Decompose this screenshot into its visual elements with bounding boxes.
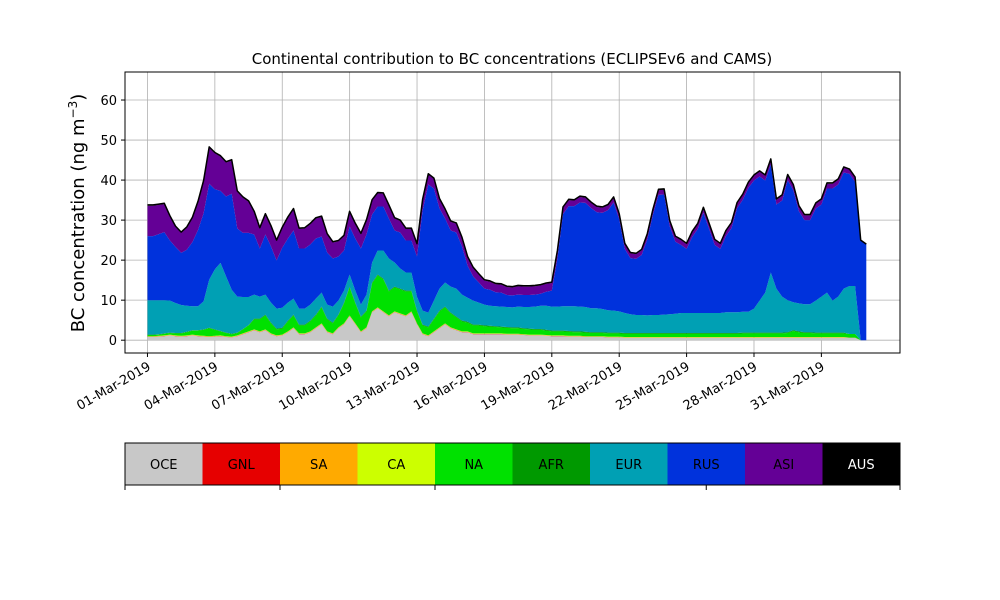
x-tick-label: 04-Mar-2019 [142, 359, 221, 413]
y-tick-label: 60 [100, 94, 117, 109]
x-tick-label: 22-Mar-2019 [546, 359, 625, 413]
y-tick-label: 50 [100, 134, 117, 149]
y-axis: 0 10 20 30 40 50 60 [100, 94, 125, 349]
colorbar-swatch-gnl [202, 443, 281, 485]
colorbar-swatch-asi [745, 443, 823, 485]
colorbar-swatch-sa [280, 443, 358, 485]
colorbar-label-eur: EUR [615, 458, 642, 473]
y-axis-label-base: BC concentration (ng m [68, 118, 89, 332]
y-axis-label: BC concentration (ng m−3) [66, 94, 89, 333]
colorbar-label-afr: AFR [539, 458, 564, 473]
x-tick-label: 31-Mar-2019 [748, 359, 827, 413]
y-axis-label-exponent: −3 [66, 101, 80, 119]
colorbar-label-sa: SA [310, 458, 327, 473]
area-series-gnl [147, 308, 867, 341]
colorbar-swatch-oce [125, 443, 203, 485]
x-tick-label: 19-Mar-2019 [479, 359, 558, 413]
plot-frame [124, 71, 901, 354]
x-tick-label: 10-Mar-2019 [276, 359, 355, 413]
colorbar-swatch-ca [357, 443, 436, 485]
colorbar-swatch-afr [512, 443, 591, 485]
area-series-afr [147, 274, 867, 341]
area-series-na [147, 275, 867, 341]
x-tick-label: 25-Mar-2019 [613, 359, 692, 413]
colorbar-label-na: NA [464, 458, 483, 473]
x-tick-label: 28-Mar-2019 [681, 359, 760, 413]
area-series-asi [147, 147, 867, 296]
y-tick-label: 10 [100, 294, 117, 309]
x-tick-label: 01-Mar-2019 [74, 359, 153, 413]
y-tick-label: 20 [100, 254, 117, 269]
colorbar-label-gnl: GNL [228, 458, 256, 473]
chart-title: Continental contribution to BC concentra… [252, 50, 773, 68]
area-series-rus [147, 164, 867, 341]
colorbar-swatch-na [435, 443, 513, 485]
x-axis: 01-Mar-201904-Mar-201907-Mar-201910-Mar-… [74, 353, 827, 414]
colorbar-swatch-eur [590, 443, 668, 485]
x-tick-label: 13-Mar-2019 [344, 359, 423, 413]
stacked-areas [147, 146, 867, 341]
y-tick-label: 30 [100, 214, 117, 229]
colorbar-swatch-aus [822, 443, 901, 485]
colorbar-swatch-rus [667, 443, 746, 485]
y-tick-label: 40 [100, 174, 117, 189]
colorbar-label-rus: RUS [693, 458, 720, 473]
y-axis-label-close: ) [68, 94, 89, 101]
x-tick-label: 07-Mar-2019 [209, 359, 288, 413]
colorbar-label-ca: CA [387, 458, 405, 473]
area-series-eur [147, 250, 867, 341]
region-colorbar: OCE GNL SA CA NA AFR EUR RUS ASI AUS [124, 442, 901, 490]
colorbar-label-asi: ASI [773, 458, 794, 473]
colorbar-label-oce: OCE [150, 458, 178, 473]
x-tick-label: 16-Mar-2019 [411, 359, 490, 413]
colorbar-frame [124, 442, 901, 486]
total-outline-line [147, 146, 867, 288]
y-tick-label: 0 [109, 334, 117, 349]
colorbar-label-aus: AUS [848, 458, 875, 473]
